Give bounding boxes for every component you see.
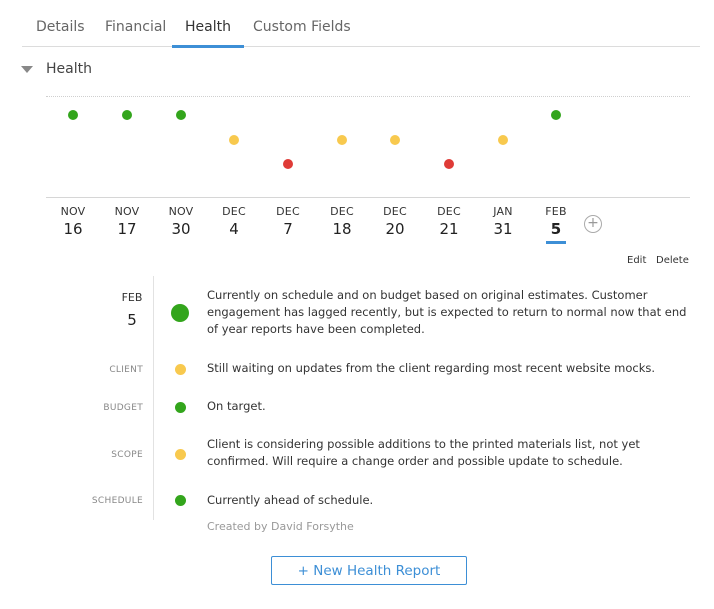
report-date-day: 5: [127, 311, 137, 329]
overall-status-text: Currently on schedule and on budget base…: [207, 288, 687, 336]
report-divider: [153, 276, 154, 520]
timeline-date-month: DEC: [222, 205, 246, 218]
timeline-status-dot[interactable]: [551, 110, 561, 120]
timeline-date[interactable]: DEC 4: [209, 205, 259, 238]
timeline-date[interactable]: JAN 31: [478, 205, 528, 238]
timeline-date[interactable]: DEC 20: [370, 205, 420, 238]
overall-status-dot: [171, 304, 189, 322]
budget-label: BUDGET: [103, 403, 143, 413]
schedule-label: SCHEDULE: [91, 496, 143, 506]
timeline-date-day: 7: [283, 220, 293, 238]
timeline-date[interactable]: DEC 7: [263, 205, 313, 238]
timeline-date-day: 31: [493, 220, 513, 238]
tab-health[interactable]: Health: [172, 19, 244, 48]
timeline-date-day: 21: [439, 220, 459, 238]
timeline-date-month: DEC: [330, 205, 354, 218]
timeline-status-dot[interactable]: [337, 135, 347, 145]
timeline-date-day: 17: [117, 220, 137, 238]
timeline-date-day: 30: [171, 220, 191, 238]
report-date-month: FEB: [121, 291, 143, 304]
timeline-date-month: NOV: [168, 205, 194, 218]
timeline-baseline: [46, 197, 690, 198]
section-title[interactable]: Health: [46, 61, 92, 77]
timeline-date-day: 16: [63, 220, 83, 238]
tab-details[interactable]: Details: [36, 19, 85, 35]
timeline-date[interactable]: FEB 5: [531, 205, 581, 244]
timeline-date[interactable]: NOV 17: [102, 205, 152, 238]
timeline-status-dot[interactable]: [498, 135, 508, 145]
timeline-date-month: DEC: [383, 205, 407, 218]
timeline-status-dot[interactable]: [283, 159, 293, 169]
budget-status-dot: [174, 401, 186, 413]
timeline-date-day: 18: [332, 220, 352, 238]
timeline-status-dot[interactable]: [68, 110, 78, 120]
timeline-date-month: FEB: [545, 205, 567, 218]
timeline-date[interactable]: DEC 21: [424, 205, 474, 238]
timeline-date-month: JAN: [493, 205, 513, 218]
timeline-status-dot[interactable]: [444, 159, 454, 169]
timeline-date-day: 20: [385, 220, 405, 238]
client-status-text: Still waiting on updates from the client…: [207, 361, 656, 375]
timeline-date-day: 5: [550, 220, 562, 238]
scope-status-text: Client is considering possible additions…: [207, 437, 640, 468]
timeline-date-day: 4: [229, 220, 239, 238]
timeline-date-month: DEC: [276, 205, 300, 218]
scope-status-dot: [174, 448, 186, 460]
timeline-date[interactable]: NOV 16: [48, 205, 98, 238]
timeline-date[interactable]: NOV 30: [156, 205, 206, 238]
timeline-date-month: DEC: [437, 205, 461, 218]
timeline-status-dot[interactable]: [176, 110, 186, 120]
client-label: CLIENT: [109, 365, 143, 375]
timeline-top-line: [46, 96, 690, 97]
timeline-status-dot[interactable]: [229, 135, 239, 145]
edit-link[interactable]: Edit: [627, 255, 647, 266]
tab-bar: Details Financial Health Custom Fields: [22, 0, 700, 48]
schedule-status-text: Currently ahead of schedule.: [207, 493, 374, 507]
created-by: Created by David Forsythe: [207, 520, 354, 533]
delete-link[interactable]: Delete: [656, 255, 689, 266]
timeline-status-dot[interactable]: [390, 135, 400, 145]
budget-status-text: On target.: [207, 399, 266, 413]
schedule-status-dot: [174, 494, 186, 506]
tab-financial[interactable]: Financial: [105, 19, 167, 35]
timeline-date[interactable]: DEC 18: [317, 205, 367, 238]
collapse-caret-icon[interactable]: [21, 66, 33, 73]
timeline-date-month: NOV: [60, 205, 86, 218]
new-health-report-button[interactable]: + New Health Report: [271, 556, 467, 585]
scope-label: SCOPE: [111, 450, 143, 460]
add-report-icon[interactable]: +: [584, 215, 602, 233]
timeline-status-dot[interactable]: [122, 110, 132, 120]
client-status-dot: [174, 363, 186, 375]
timeline-date-month: NOV: [114, 205, 140, 218]
tab-custom-fields[interactable]: Custom Fields: [253, 19, 351, 35]
